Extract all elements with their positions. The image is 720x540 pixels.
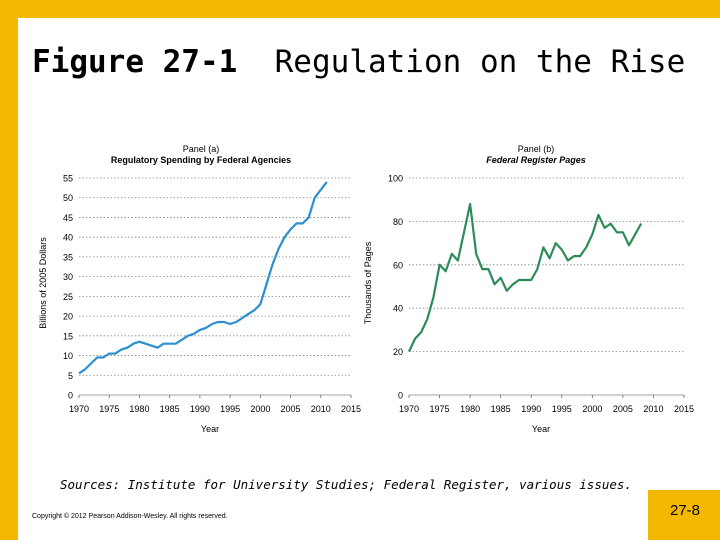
sources-note: Sources: Institute for University Studie…: [60, 477, 632, 492]
panel-b-x-tick-label: 2000: [582, 404, 602, 414]
panel-b-grid: [408, 177, 685, 398]
figure-number: Figure 27-1: [32, 44, 238, 80]
panel-b-x-tick-labels: 1970 1975 1980 1985 1990 1995 2000 2005 2010 2015: [399, 404, 694, 414]
slide-number-badge: 27-8: [648, 490, 720, 540]
panel-a-y-tick-label: 40: [63, 233, 73, 243]
panel-a-y-tick-label: 5: [68, 371, 73, 381]
panel-b-x-tick-label: 1970: [399, 404, 419, 414]
slide-number: 27-8: [669, 502, 700, 519]
panel-b-x-tick-label: 2010: [643, 404, 663, 414]
panel-b-x-tick-label: 1990: [521, 404, 541, 414]
panel-a-x-tick-label: 2000: [250, 404, 270, 414]
panel-a-ylabel: Billions of 2005 Dollars: [38, 237, 48, 329]
panel-a-x-tick-label: 1980: [129, 404, 149, 414]
panel-b-x-tick-label: 2005: [613, 404, 633, 414]
panel-a-y-tick-label: 50: [63, 193, 73, 203]
panel-b-label: Panel (b): [518, 144, 555, 154]
panel-b-title: Federal Register Pages: [486, 155, 586, 165]
panel-b-y-tick-label: 100: [388, 174, 403, 184]
panel-b-x-tick-label: 2015: [674, 404, 694, 414]
panel-b-x-tick-label: 1985: [491, 404, 511, 414]
panel-a-x-tick-label: 1985: [160, 404, 180, 414]
panel-b-xlabel: Year: [532, 424, 550, 434]
panel-b-y-tick-label: 60: [393, 260, 403, 270]
panel-b-y-tick-label: 40: [393, 304, 403, 314]
panel-b-x-tick-label: 1975: [430, 404, 450, 414]
panel-a-title: Regulatory Spending by Federal Agencies: [111, 155, 291, 165]
panel-a-y-tick-label: 10: [63, 351, 73, 361]
panel-a-y-tick-label: 35: [63, 252, 73, 262]
panel-b-y-tick-label: 80: [393, 217, 403, 227]
panel-b: Panel (b) Federal Register Pages Thousan…: [363, 144, 694, 434]
panel-a-y-tick-label: 0: [68, 391, 73, 401]
panel-a-x-tick-label: 2010: [311, 404, 331, 414]
panel-a: Panel (a) Regulatory Spending by Federal…: [38, 144, 361, 434]
copyright-notice: Copyright © 2012 Pearson Addison-Wesley.…: [32, 513, 228, 520]
panel-a-y-tick-label: 25: [63, 292, 73, 302]
panel-a-x-tick-label: 1990: [190, 404, 210, 414]
panel-a-x-tick-labels: 1970 1975 1980 1985 1990 1995 2000 2005 2010 2015: [69, 404, 361, 414]
panel-a-y-tick-label: 30: [63, 272, 73, 282]
panel-b-x-tick-label: 1980: [460, 404, 480, 414]
panel-a-grid: [78, 177, 352, 398]
panel-a-x-tick-label: 1995: [220, 404, 240, 414]
panel-a-y-tick-label: 45: [63, 213, 73, 223]
panel-a-series-line: [78, 181, 328, 375]
panel-b-ylabel: Thousands of Pages: [363, 241, 373, 324]
panel-a-label: Panel (a): [183, 144, 220, 154]
panel-a-x-tick-label: 2015: [341, 404, 361, 414]
panel-a-y-tick-label: 15: [63, 331, 73, 341]
slide-title: Figure 27-1 Regulation on the Rise: [32, 44, 685, 80]
panel-a-y-tick-label: 55: [63, 174, 73, 184]
panel-b-y-tick-label: 20: [393, 347, 403, 357]
panel-b-x-tick-label: 1995: [552, 404, 572, 414]
panel-a-y-tick-label: 20: [63, 312, 73, 322]
panel-a-x-tick-label: 1970: [69, 404, 89, 414]
panel-a-xlabel: Year: [201, 424, 219, 434]
figure-title: Regulation on the Rise: [274, 44, 686, 80]
slide-content-area: [18, 18, 720, 540]
panel-b-y-tick-label: 0: [398, 391, 403, 401]
panel-a-x-tick-label: 2005: [281, 404, 301, 414]
panel-b-y-tick-labels: 0 20 40 60 80 100: [388, 174, 403, 401]
panel-a-y-tick-labels: 0 5 10 15 20 25 30 35 40 45 50 55: [63, 174, 73, 401]
panel-b-series-line: [408, 202, 643, 353]
panel-a-x-tick-label: 1975: [99, 404, 119, 414]
